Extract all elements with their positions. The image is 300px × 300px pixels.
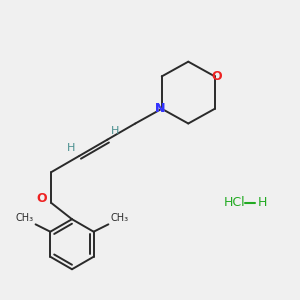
Text: O: O bbox=[37, 192, 47, 205]
Text: N: N bbox=[155, 102, 166, 115]
Text: CH₃: CH₃ bbox=[15, 213, 33, 223]
Text: H: H bbox=[257, 196, 267, 209]
Text: CH₃: CH₃ bbox=[111, 213, 129, 223]
Text: N: N bbox=[155, 102, 166, 115]
Text: H: H bbox=[67, 142, 75, 153]
Text: HCl: HCl bbox=[224, 196, 245, 209]
Text: H: H bbox=[111, 126, 120, 136]
Text: O: O bbox=[211, 70, 222, 83]
Text: N: N bbox=[155, 102, 166, 115]
